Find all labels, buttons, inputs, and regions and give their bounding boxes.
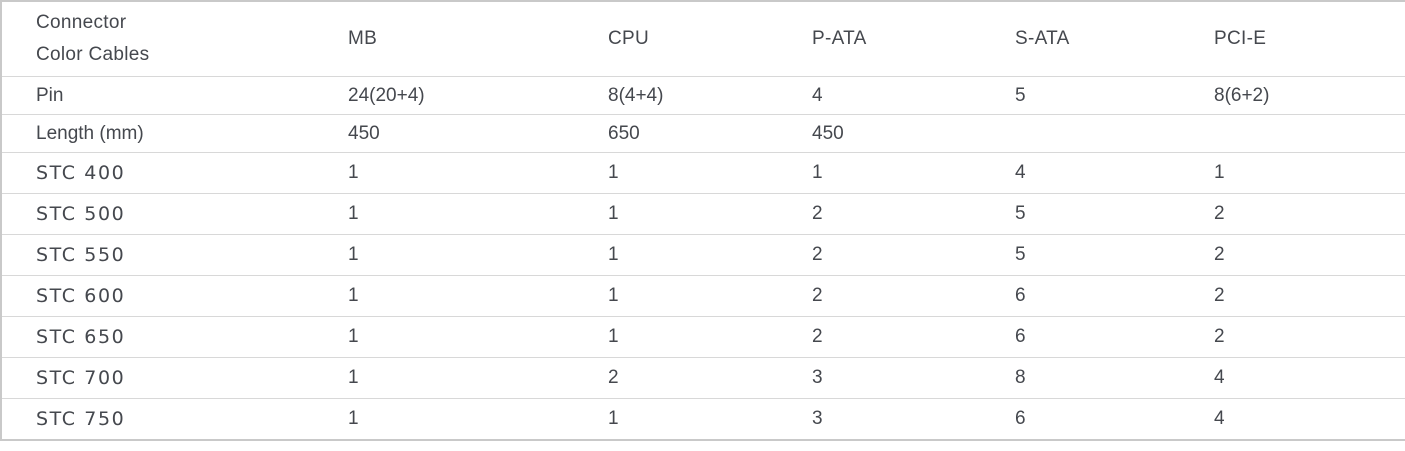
cell-value: 2 — [604, 357, 808, 399]
cell-value: 1 — [604, 275, 808, 317]
cell-value: 1 — [604, 234, 808, 276]
cell-value: 450 — [344, 114, 604, 153]
cell-value: 2 — [808, 193, 1011, 235]
cell-value: 1 — [344, 234, 604, 276]
corner-header-connector-color-cables: Connector Color Cables — [1, 1, 344, 77]
cell-value — [1210, 114, 1405, 153]
column-header-mb: MB — [348, 28, 378, 49]
product-row-label: STC 650 — [1, 316, 344, 358]
table-row: STC 500 1 1 2 5 2 — [1, 193, 1405, 235]
table-row: STC 700 1 2 3 8 4 — [1, 357, 1405, 399]
column-header-p-ata: P-ATA — [812, 28, 867, 49]
spec-row-label: Length (mm) — [1, 114, 344, 153]
cell-value: 5 — [1011, 193, 1210, 235]
column-header-pci-e: PCI-E — [1214, 28, 1267, 49]
cell-value: 2 — [1210, 316, 1405, 358]
product-row-label: STC 500 — [1, 193, 344, 235]
cell-value: 8(4+4) — [604, 76, 808, 115]
cell-value: 6 — [1011, 275, 1210, 317]
cell-value: 2 — [1210, 275, 1405, 317]
cell-value: 4 — [1011, 152, 1210, 194]
cell-value: 2 — [808, 234, 1011, 276]
table-header: Connector Color Cables MB CPU P-ATA S-ATA PC… — [1, 1, 1405, 77]
cell-value: 1 — [344, 398, 604, 440]
cell-value — [1011, 114, 1210, 153]
cell-value: 1 — [604, 193, 808, 235]
cell-value: 4 — [1210, 357, 1405, 399]
product-row-label: STC 700 — [1, 357, 344, 399]
header-row: Connector Color Cables MB CPU P-ATA S-ATA PC… — [1, 1, 1405, 77]
cell-value: 5 — [1011, 234, 1210, 276]
cell-value: 3 — [808, 398, 1011, 440]
cell-value: 8(6+2) — [1210, 76, 1405, 115]
cell-value: 2 — [808, 275, 1011, 317]
corner-header-line1: Connector — [36, 12, 127, 33]
cell-value: 2 — [808, 316, 1011, 358]
product-row-label: STC 550 — [1, 234, 344, 276]
cell-value: 24(20+4) — [344, 76, 604, 115]
cell-value: 3 — [808, 357, 1011, 399]
column-header-cpu: CPU — [608, 28, 650, 49]
cell-value: 1 — [344, 357, 604, 399]
cell-value: 1 — [604, 316, 808, 358]
product-row-label: STC 750 — [1, 398, 344, 440]
cell-value: 450 — [808, 114, 1011, 153]
column-header-s-ata: S-ATA — [1015, 28, 1070, 49]
cell-value: 1 — [604, 152, 808, 194]
spec-row-label: Pin — [1, 76, 344, 115]
cell-value: 1 — [604, 398, 808, 440]
table-row: STC 400 1 1 1 4 1 — [1, 152, 1405, 194]
table-row: STC 550 1 1 2 5 2 — [1, 234, 1405, 276]
cell-value: 2 — [1210, 234, 1405, 276]
table-body: Pin 24(20+4) 8(4+4) 4 5 8(6+2) Length (mm) 450 6… — [1, 76, 1405, 440]
corner-header-line2: Color Cables — [36, 44, 150, 65]
connector-spec-table: Connector Color Cables MB CPU P-ATA S-ATA PC… — [0, 0, 1405, 441]
table-row: Pin 24(20+4) 8(4+4) 4 5 8(6+2) — [1, 76, 1405, 115]
table-row: STC 650 1 1 2 6 2 — [1, 316, 1405, 358]
cell-value: 8 — [1011, 357, 1210, 399]
table-row: STC 750 1 1 3 6 4 — [1, 398, 1405, 440]
cell-value: 4 — [1210, 398, 1405, 440]
table-row: Length (mm) 450 650 450 — [1, 114, 1405, 153]
product-row-label: STC 400 — [1, 152, 344, 194]
cell-value: 1 — [808, 152, 1011, 194]
cell-value: 1 — [344, 275, 604, 317]
cell-value: 1 — [344, 316, 604, 358]
cell-value: 5 — [1011, 76, 1210, 115]
cell-value: 650 — [604, 114, 808, 153]
table-row: STC 600 1 1 2 6 2 — [1, 275, 1405, 317]
cell-value: 2 — [1210, 193, 1405, 235]
cell-value: 6 — [1011, 398, 1210, 440]
cell-value: 4 — [808, 76, 1011, 115]
cell-value: 1 — [344, 152, 604, 194]
cell-value: 1 — [1210, 152, 1405, 194]
product-row-label: STC 600 — [1, 275, 344, 317]
cell-value: 6 — [1011, 316, 1210, 358]
cell-value: 1 — [344, 193, 604, 235]
